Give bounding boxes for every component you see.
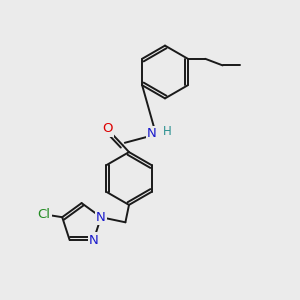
Text: H: H bbox=[163, 125, 172, 138]
Text: N: N bbox=[89, 233, 98, 247]
Text: O: O bbox=[102, 122, 113, 136]
Text: N: N bbox=[96, 211, 106, 224]
Text: Cl: Cl bbox=[38, 208, 51, 221]
Text: N: N bbox=[147, 127, 156, 140]
